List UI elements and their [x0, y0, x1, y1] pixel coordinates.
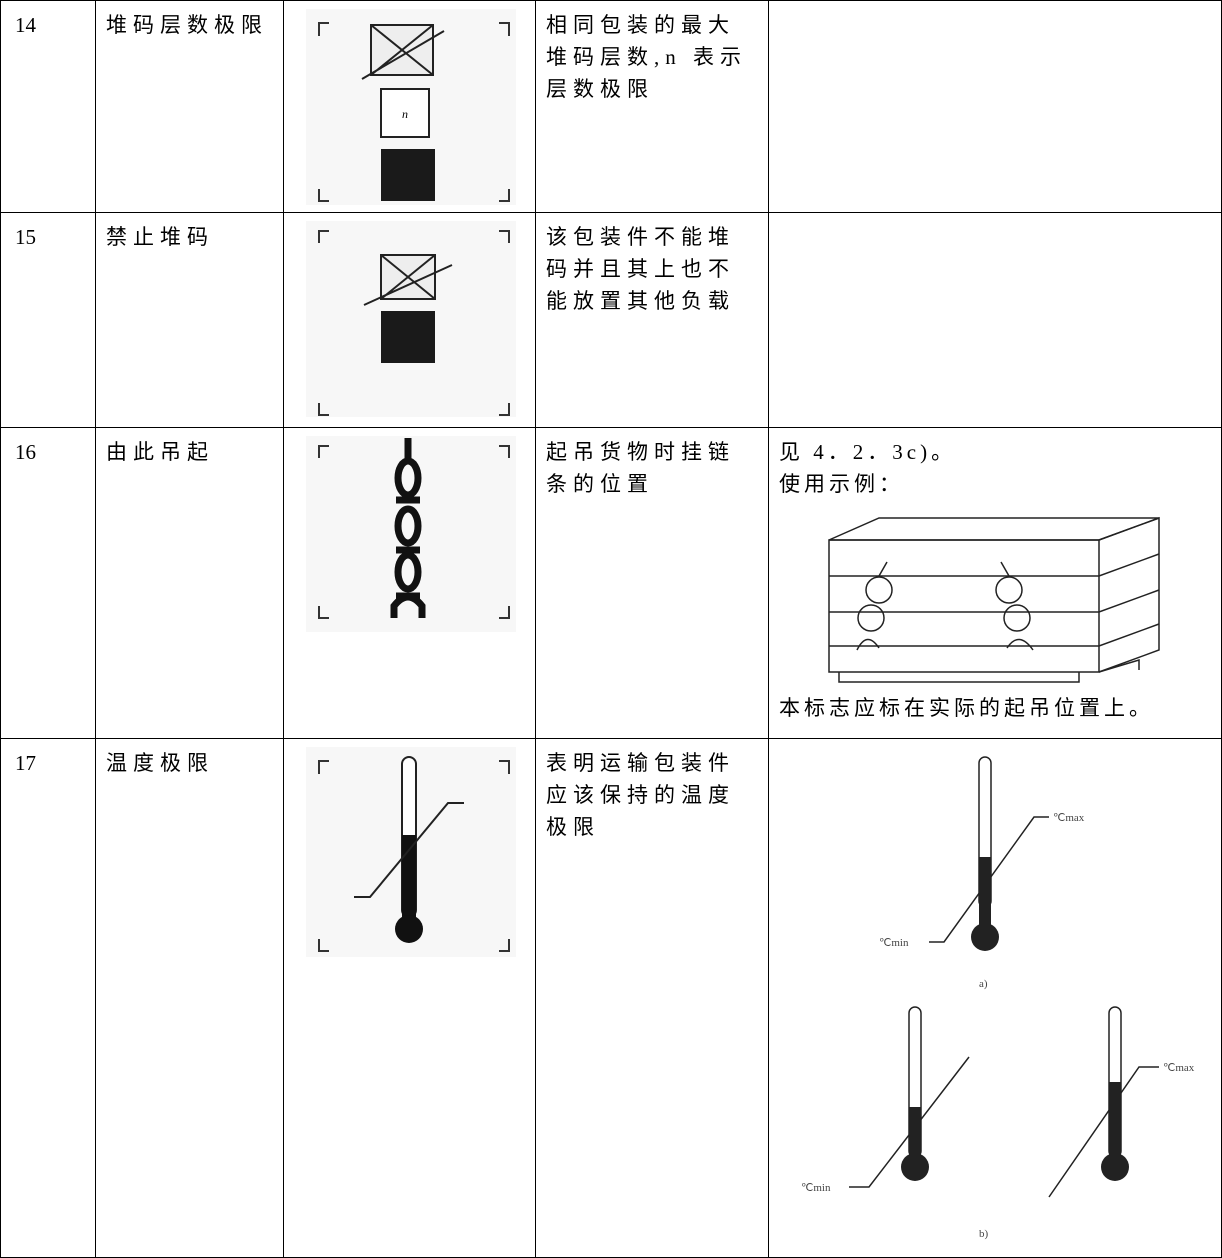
temperature-icon: [306, 747, 516, 957]
name: 温度极限: [95, 738, 284, 1258]
name: 由此吊起: [95, 427, 284, 739]
notes: ℃max ℃min a) ℃min ℃max b): [768, 738, 1222, 1258]
temperature-example: ℃max ℃min a) ℃min ℃max b): [801, 756, 1195, 1240]
figure-label: b): [979, 1228, 989, 1240]
icon-label: n: [402, 107, 408, 121]
row: 17 温度极限 表明运输包装件应该保持的温度极限 ℃max: [0, 738, 1222, 1258]
figure-label: ℃min: [879, 937, 909, 949]
figure-label: ℃max: [1163, 1062, 1195, 1074]
number: 16: [0, 427, 96, 739]
stack-limit-icon: n: [306, 9, 516, 205]
row: 15 禁止堆码 该包装件不能堆码并且其上也不能放置其他负载: [0, 212, 1222, 428]
notes: [768, 0, 1222, 213]
figure-label: a): [979, 978, 988, 990]
description: 相同包装的最大堆码层数,n 表示层数极限: [535, 0, 769, 213]
note-text: 本标志应标在实际的起吊位置上。: [779, 696, 1154, 720]
note-text: 见 4．2．3c)。: [779, 440, 957, 464]
figure-label: ℃max: [1053, 812, 1085, 824]
row: 14 堆码层数极限 n 相同包装的最大堆码层数,n 表示层数极限: [0, 0, 1222, 213]
icon-cell: [283, 738, 536, 1258]
notes: [768, 212, 1222, 428]
description: 该包装件不能堆码并且其上也不能放置其他负载: [535, 212, 769, 428]
number: 15: [0, 212, 96, 428]
notes: 见 4．2．3c)。 使用示例： 本标志应标在实际的起吊位置上。: [768, 427, 1222, 739]
note-text: 使用示例：: [779, 472, 904, 496]
name: 禁止堆码: [95, 212, 284, 428]
crate-example: [828, 516, 1160, 683]
figure-label: ℃min: [801, 1182, 831, 1194]
icon-cell: n: [283, 0, 536, 213]
number: 14: [0, 0, 96, 213]
number: 17: [0, 738, 96, 1258]
icon-cell: [283, 212, 536, 428]
icon-cell: [283, 427, 536, 739]
no-stack-icon: [306, 221, 516, 417]
row: 16 由此吊起 起吊货物时挂链条的位置 见 4．2．3c)。 使用示例：: [0, 427, 1222, 739]
name: 堆码层数极限: [95, 0, 284, 213]
sling-icon: [306, 436, 516, 632]
description: 表明运输包装件应该保持的温度极限: [535, 738, 769, 1258]
description: 起吊货物时挂链条的位置: [535, 427, 769, 739]
